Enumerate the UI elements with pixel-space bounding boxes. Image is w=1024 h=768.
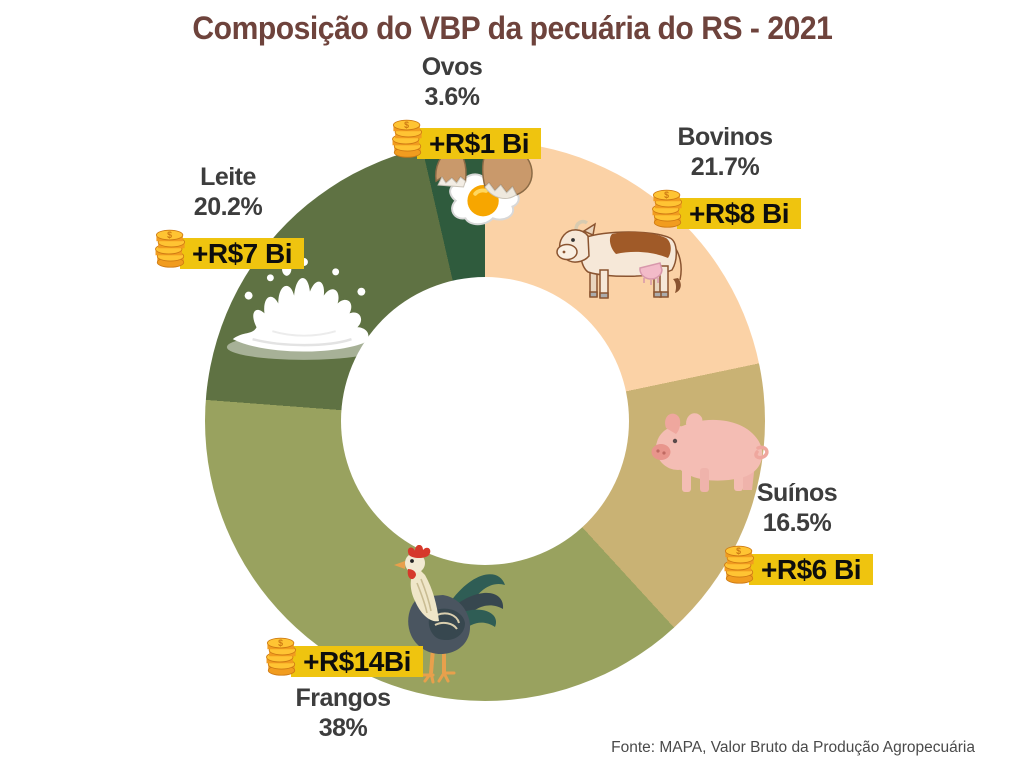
callout-frangos: +R$14Bi Frangos 38% (243, 630, 443, 743)
callout-leite: Leite 20.2% +R$7 Bi (128, 162, 328, 269)
coins-icon (389, 114, 426, 159)
cow-illustration (556, 219, 682, 299)
value-label-ovos: +R$1 Bi (417, 128, 541, 159)
coins-icon (263, 632, 300, 677)
pig-illustration (651, 413, 769, 492)
donut-hole (341, 277, 629, 565)
callout-ovos: Ovos 3.6% +R$1 Bi (352, 52, 552, 159)
segment-label-frangos: Frangos (295, 684, 391, 712)
milk-splash-illustration (226, 258, 382, 360)
value-tag-leite: +R$7 Bi (152, 224, 304, 269)
segment-percent-suinos: 16.5% (762, 509, 832, 537)
segment-percent-ovos: 3.6% (424, 83, 480, 111)
segment-percent-leite: 20.2% (193, 193, 263, 221)
value-label-frangos: +R$14Bi (291, 646, 423, 677)
segment-percent-bovinos: 21.7% (690, 153, 760, 181)
segment-label-suinos: Suínos (756, 479, 838, 507)
value-tag-ovos: +R$1 Bi (389, 114, 541, 159)
value-tag-suinos: +R$6 Bi (721, 540, 873, 585)
callout-bovinos: Bovinos 21.7% +R$8 Bi (625, 122, 825, 229)
segment-percent-frangos: 38% (318, 714, 368, 742)
segment-label-ovos: Ovos (421, 53, 483, 81)
value-tag-frangos: +R$14Bi (263, 632, 423, 677)
value-tag-bovinos: +R$8 Bi (649, 184, 801, 229)
coins-icon (152, 224, 189, 269)
value-label-suinos: +R$6 Bi (749, 554, 873, 585)
value-label-bovinos: +R$8 Bi (677, 198, 801, 229)
rooster-illustration (394, 545, 505, 684)
callout-suinos: Suínos 16.5% +R$6 Bi (697, 478, 897, 585)
value-label-leite: +R$7 Bi (180, 238, 304, 269)
page-title: Composição do VBP da pecuária do RS - 20… (192, 10, 832, 46)
source-note: Fonte: MAPA, Valor Bruto da Produção Agr… (611, 739, 975, 756)
segment-label-bovinos: Bovinos (677, 123, 773, 151)
coins-icon (721, 540, 758, 585)
segment-label-leite: Leite (200, 163, 256, 191)
coins-icon (649, 184, 686, 229)
